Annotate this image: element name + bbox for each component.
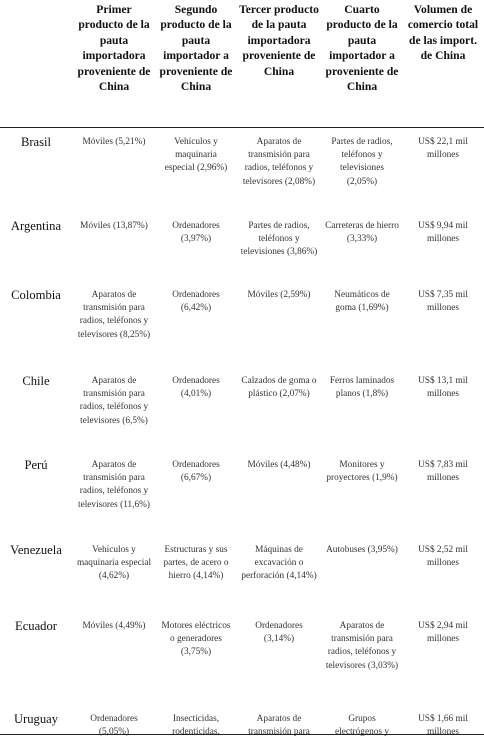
table-row: Ecuador Móviles (4,49%) Motores eléctric… (0, 612, 484, 705)
second-product-cell: Motores eléctricos o generadores (3,75%) (161, 621, 231, 658)
third-product-cell: Móviles (2,59%) (247, 290, 311, 300)
third-product-cell: Móviles (4,48%) (247, 460, 311, 470)
header-second-product: Segundo producto de la pauta importador … (156, 0, 236, 128)
fourth-product-cell: Ferros laminados planos (1,8%) (329, 376, 395, 400)
fourth-product-cell: Grupos electrógenos y convertidores (335, 714, 389, 738)
table-row: Venezuela Vehículos y maquinaria especia… (0, 536, 484, 612)
second-product-cell: Estructuras y sus partes, de acero o hie… (163, 545, 229, 582)
country-cell: Uruguay (13, 712, 59, 726)
fourth-product-cell: Carreteras de hierro (3,33%) (325, 221, 399, 245)
header-fourth-product: Cuarto producto de la pauta importador a… (322, 0, 402, 128)
table-row: Perú Aparatos de transmisión para radios… (0, 451, 484, 536)
first-product-cell: Móviles (4,49%) (82, 621, 146, 631)
header-third-product: Tercer producto de la pauta importadora … (236, 0, 322, 128)
fourth-product-cell: Monitores y proyectores (1,9%) (326, 460, 398, 484)
country-cell: Venezuela (10, 543, 62, 557)
table-row: Argentina Móviles (13,87%) Ordenadores (… (0, 212, 484, 281)
header-first-product: Primer producto de la pauta importadora … (72, 0, 156, 128)
third-product-cell: Ordenadores (3,14%) (255, 621, 303, 645)
first-product-cell: Móviles (13,87%) (80, 221, 148, 231)
fourth-product-cell: Aparatos de transmisión para radios, tel… (325, 621, 399, 671)
fourth-product-cell: Partes de radios, teléfonos y television… (331, 137, 393, 187)
third-product-cell: Partes de radios, teléfonos y television… (240, 221, 318, 258)
trade-volume-cell: US$ 2,94 mil millones (418, 621, 468, 645)
third-product-cell: Calzados de goma o plástico (2,07%) (241, 376, 317, 400)
first-product-cell: Ordenadores (5,05%) (90, 714, 138, 738)
trade-volume-cell: US$ 2,52 mil millones (418, 545, 468, 569)
table-row: Uruguay Ordenadores (5,05%) Insecticidas… (0, 705, 484, 738)
country-cell: Brasil (20, 135, 52, 149)
table-bottom-rule (0, 734, 484, 735)
third-product-cell: Máquinas de excavación o perforación (4,… (241, 545, 317, 582)
first-product-cell: Aparatos de transmisión para radios, tel… (78, 460, 150, 510)
trade-volume-cell: US$ 22,1 mil millones (418, 137, 468, 161)
trade-volume-cell: US$ 9,94 mil millones (418, 221, 468, 245)
second-product-cell: Ordenadores (6,42%) (172, 290, 220, 314)
country-cell: Colombia (11, 288, 61, 302)
trade-volume-cell: US$ 7,35 mil millones (418, 290, 468, 314)
third-product-cell: Aparatos de transmisión para radios, tel… (248, 714, 310, 738)
table-row: Colombia Aparatos de transmisión para ra… (0, 281, 484, 367)
second-product-cell: Ordenadores (3,97%) (172, 221, 220, 245)
fourth-product-cell: Autobuses (3,95%) (326, 545, 398, 555)
second-product-cell: Vehículos y maquinaria especial (2,96%) (164, 137, 228, 174)
third-product-cell: Aparatos de transmisión para radios, tel… (242, 137, 316, 187)
first-product-cell: Vehículos y maquinaria especial (4,62%) (76, 545, 152, 582)
country-cell: Ecuador (15, 619, 57, 633)
first-product-cell: Móviles (5,21%) (82, 137, 146, 147)
table-header-row: Primer producto de la pauta importadora … (0, 0, 484, 128)
header-trade-volume: Volumen de comercio total de las import.… (402, 0, 484, 128)
trade-volume-cell: US$ 13,1 mil millones (418, 376, 468, 400)
trade-volume-cell: US$ 7,83 mil millones (418, 460, 468, 484)
header-country (0, 0, 72, 128)
country-cell: Chile (22, 374, 50, 388)
country-cell: Perú (24, 458, 48, 472)
table-row: Brasil Móviles (5,21%) Vehículos y maqui… (0, 128, 484, 213)
fourth-product-cell: Neumáticos de goma (1,69%) (334, 290, 390, 314)
first-product-cell: Aparatos de transmisión para radios, tel… (77, 290, 151, 340)
trade-volume-cell: US$ 1,66 mil millones (418, 714, 468, 738)
second-product-cell: Insecticidas, rodenticidas, (172, 714, 220, 738)
country-cell: Argentina (10, 219, 62, 233)
first-product-cell: Aparatos de transmisión para radios, tel… (79, 376, 149, 426)
table-row: Chile Aparatos de transmisión para radio… (0, 367, 484, 451)
second-product-cell: Ordenadores (4,01%) (172, 376, 220, 400)
second-product-cell: Ordenadores (6,67%) (172, 460, 220, 484)
